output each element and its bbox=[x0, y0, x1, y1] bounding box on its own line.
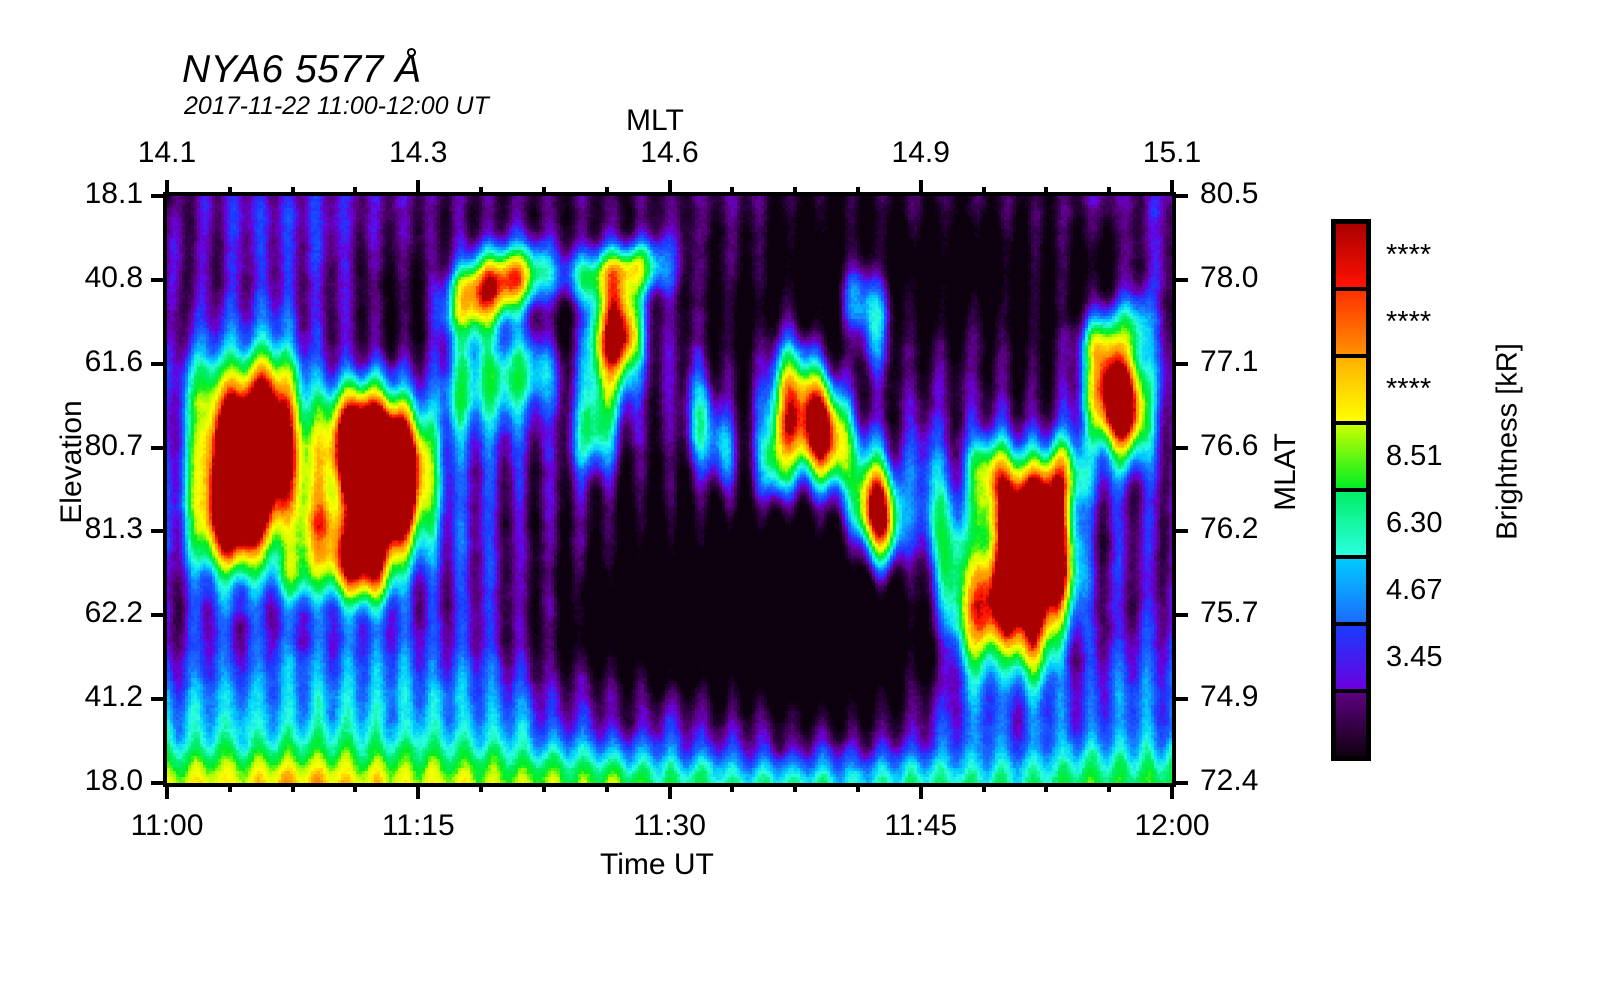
colorbar bbox=[1336, 224, 1366, 756]
y2-major-tick bbox=[1172, 277, 1188, 282]
colorbar-tick-label: 3.45 bbox=[1386, 640, 1443, 673]
y2-major-tick bbox=[1172, 781, 1188, 785]
x2-minor-tick bbox=[227, 187, 232, 196]
x-major-tick bbox=[165, 783, 169, 799]
y2-tick-label: 74.9 bbox=[1200, 680, 1259, 714]
x-minor-tick bbox=[541, 783, 546, 792]
y-major-tick bbox=[151, 613, 167, 618]
y2-tick-label: 80.5 bbox=[1200, 177, 1259, 210]
x-major-tick bbox=[416, 783, 421, 799]
y-major-tick bbox=[151, 361, 167, 366]
colorbar-tick-label: **** bbox=[1386, 372, 1432, 405]
x-minor-tick bbox=[353, 783, 358, 792]
x2-major-tick bbox=[918, 180, 923, 196]
colorbar-title: Brightness [kR] bbox=[1491, 343, 1524, 540]
y2-tick-label: 77.1 bbox=[1200, 344, 1259, 378]
colorbar-tick-label: **** bbox=[1386, 305, 1432, 338]
colorbar-segment bbox=[1336, 354, 1366, 421]
x2-minor-tick bbox=[353, 187, 358, 196]
top-axis-title: MLT bbox=[626, 104, 684, 137]
x-minor-tick bbox=[981, 783, 986, 792]
x2-minor-tick bbox=[604, 187, 609, 196]
y-tick-label: 40.8 bbox=[84, 260, 143, 294]
y2-tick-label: 78.0 bbox=[1200, 260, 1259, 294]
colorbar-tick-label: 6.30 bbox=[1386, 506, 1443, 539]
y-major-tick bbox=[151, 194, 167, 198]
x-axis-title: Time UT bbox=[600, 848, 714, 881]
x-tick-label: 11:30 bbox=[633, 809, 706, 842]
x-minor-tick bbox=[604, 783, 609, 792]
y-major-tick bbox=[151, 529, 167, 534]
x-minor-tick bbox=[1044, 783, 1049, 792]
colorbar-tick-label: 8.51 bbox=[1386, 439, 1443, 472]
y2-major-tick bbox=[1172, 697, 1188, 702]
x-minor-tick bbox=[1107, 783, 1112, 792]
y2-major-tick bbox=[1172, 613, 1188, 618]
x2-major-tick bbox=[165, 180, 169, 196]
y-major-tick bbox=[151, 781, 167, 785]
x2-minor-tick bbox=[730, 187, 735, 196]
y-major-tick bbox=[151, 277, 167, 282]
y2-major-tick bbox=[1172, 361, 1188, 366]
y2-tick-label: 76.2 bbox=[1200, 512, 1259, 546]
x2-major-tick bbox=[1170, 180, 1174, 196]
colorbar-segment bbox=[1336, 622, 1366, 689]
x-tick-label: 11:00 bbox=[130, 809, 204, 842]
colorbar-segment bbox=[1336, 421, 1366, 488]
x-minor-tick bbox=[227, 783, 232, 792]
x-minor-tick bbox=[793, 783, 798, 792]
colorbar-segment bbox=[1336, 689, 1366, 756]
x2-major-tick bbox=[667, 180, 672, 196]
colorbar-segment bbox=[1336, 224, 1366, 287]
x2-tick-label: 14.3 bbox=[389, 136, 448, 169]
x2-tick-label: 15.1 bbox=[1142, 136, 1202, 169]
x2-minor-tick bbox=[479, 187, 484, 196]
y-tick-label: 80.7 bbox=[84, 428, 143, 462]
y2-tick-label: 75.7 bbox=[1200, 596, 1259, 630]
y2-major-tick bbox=[1172, 194, 1188, 198]
y2-major-tick bbox=[1172, 529, 1188, 534]
x-major-tick bbox=[667, 783, 672, 799]
x-minor-tick bbox=[855, 783, 860, 792]
keogram-heatmap bbox=[167, 196, 1172, 783]
colorbar-segment bbox=[1336, 555, 1366, 622]
x2-tick-label: 14.9 bbox=[891, 136, 950, 169]
x2-minor-tick bbox=[981, 187, 986, 196]
x2-minor-tick bbox=[855, 187, 860, 196]
x-minor-tick bbox=[730, 783, 735, 792]
colorbar-tick-label: **** bbox=[1386, 238, 1432, 271]
colorbar-segment bbox=[1336, 488, 1366, 555]
x-major-tick bbox=[918, 783, 923, 799]
y2-major-tick bbox=[1172, 445, 1188, 450]
x-minor-tick bbox=[479, 783, 484, 792]
y-major-tick bbox=[151, 445, 167, 450]
x-minor-tick bbox=[290, 783, 295, 792]
y-tick-label: 18.1 bbox=[84, 177, 143, 210]
x-tick-label: 11:15 bbox=[381, 809, 455, 842]
x2-tick-label: 14.6 bbox=[640, 136, 699, 169]
x-major-tick bbox=[1170, 783, 1174, 799]
page-title: NYA6 5577 Å bbox=[182, 48, 422, 91]
y2-axis-title: MLAT bbox=[1269, 433, 1302, 511]
x-tick-label: 11:45 bbox=[884, 809, 958, 842]
x2-major-tick bbox=[416, 180, 421, 196]
x2-minor-tick bbox=[793, 187, 798, 196]
page-subtitle: 2017-11-22 11:00-12:00 UT bbox=[184, 92, 489, 120]
y2-tick-label: 72.4 bbox=[1200, 764, 1259, 797]
x2-minor-tick bbox=[1107, 187, 1112, 196]
y-tick-label: 18.0 bbox=[84, 764, 143, 797]
y-tick-label: 62.2 bbox=[84, 596, 143, 630]
colorbar-segment bbox=[1336, 287, 1366, 354]
x2-minor-tick bbox=[290, 187, 295, 196]
colorbar-tick-label: 4.67 bbox=[1386, 573, 1443, 606]
x2-minor-tick bbox=[541, 187, 546, 196]
y-tick-label: 41.2 bbox=[84, 680, 143, 714]
x-tick-label: 12:00 bbox=[1134, 809, 1210, 842]
y-major-tick bbox=[151, 697, 167, 702]
x2-minor-tick bbox=[1044, 187, 1049, 196]
y2-tick-label: 76.6 bbox=[1200, 428, 1259, 462]
y-tick-label: 61.6 bbox=[84, 344, 143, 378]
x2-tick-label: 14.1 bbox=[137, 136, 197, 169]
y-tick-label: 81.3 bbox=[84, 512, 143, 546]
